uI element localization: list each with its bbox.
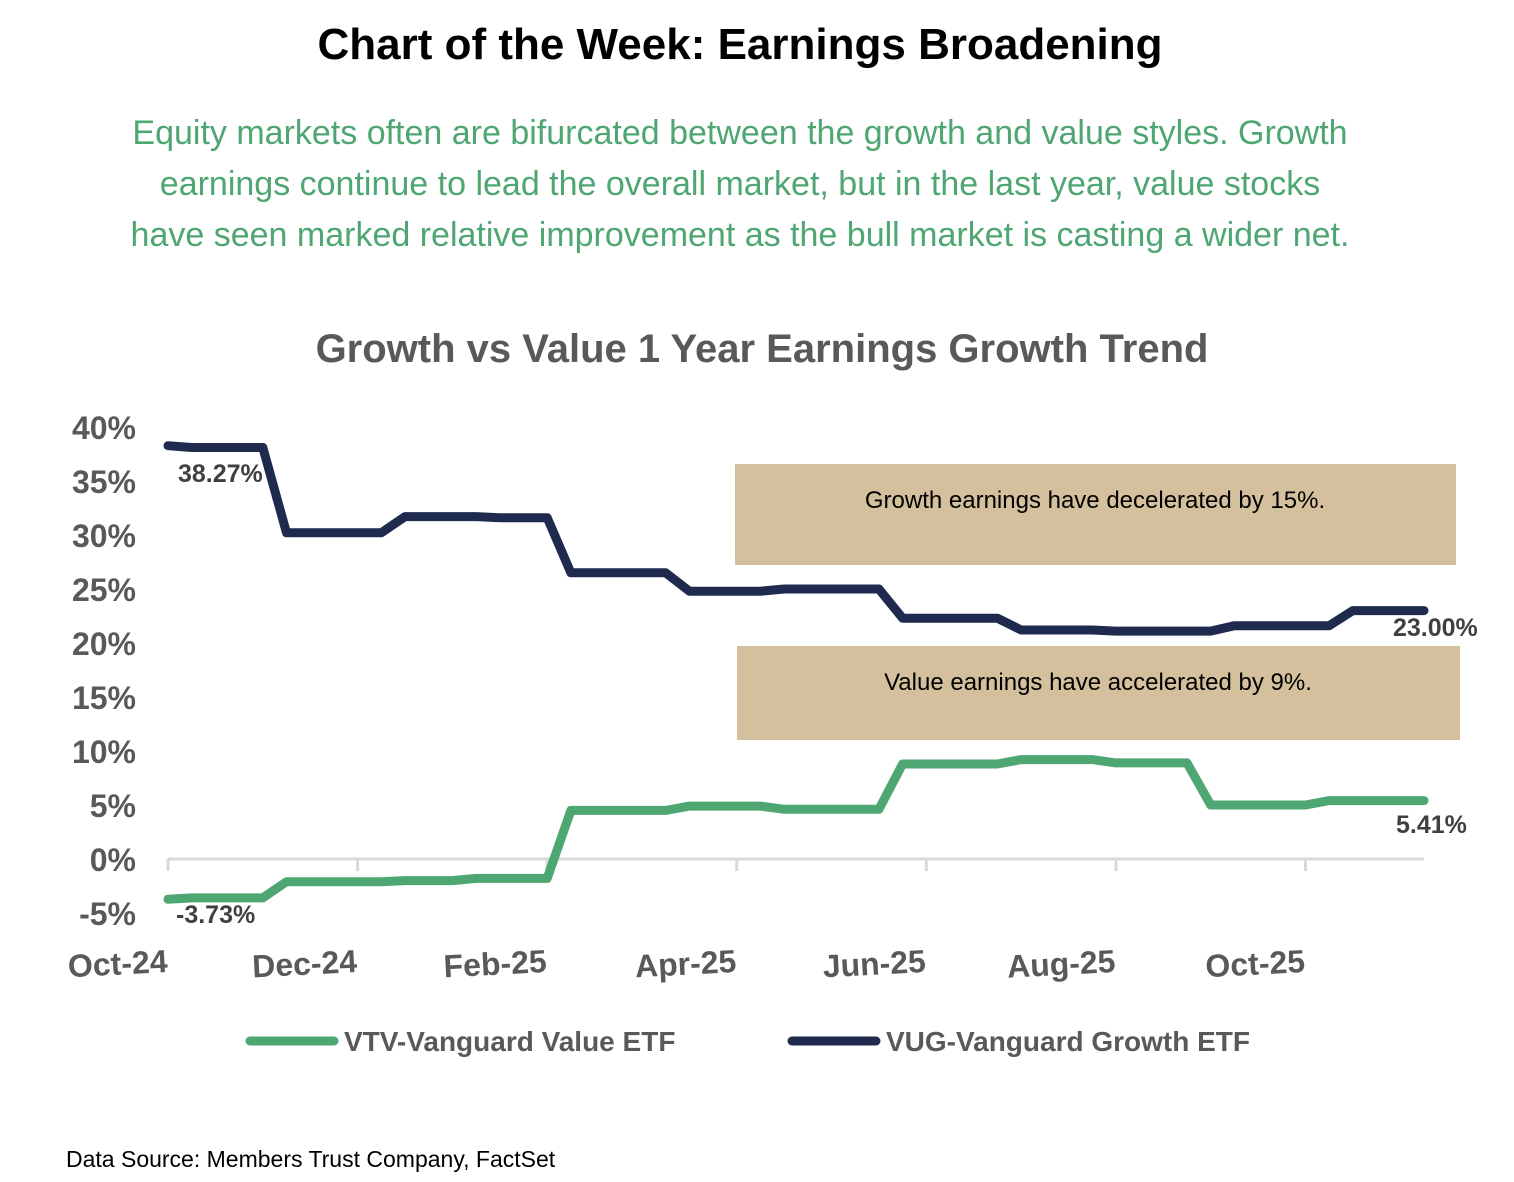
chart-title: Growth vs Value 1 Year Earnings Growth T… bbox=[316, 327, 1209, 371]
y-tick-label: -5% bbox=[79, 896, 136, 932]
y-tick-label: 25% bbox=[72, 572, 136, 608]
x-tick-label: Jun-25 bbox=[822, 943, 927, 984]
x-tick-label: Oct-24 bbox=[67, 943, 169, 984]
annotation-value-box bbox=[737, 646, 1460, 740]
y-tick-label: 35% bbox=[72, 464, 136, 500]
growth-start-label: 38.27% bbox=[178, 460, 263, 488]
y-tick-label: 5% bbox=[90, 788, 136, 824]
y-tick-label: 15% bbox=[72, 680, 136, 716]
legend: VTV-Vanguard Value ETF VUG-Vanguard Grow… bbox=[245, 1026, 1250, 1057]
legend-label-value: VTV-Vanguard Value ETF bbox=[344, 1026, 675, 1057]
page-subtitle: Equity markets often are bifurcated betw… bbox=[20, 108, 1460, 261]
series-line-value bbox=[163, 755, 1429, 904]
y-tick-label: 0% bbox=[90, 842, 136, 878]
series-layer bbox=[163, 441, 1429, 904]
x-tick-label: Feb-25 bbox=[443, 943, 548, 984]
series-line-growth bbox=[163, 441, 1429, 636]
subtitle-line-1: Equity markets often are bifurcated betw… bbox=[132, 114, 1348, 152]
legend-label-growth: VUG-Vanguard Growth ETF bbox=[886, 1026, 1250, 1057]
y-axis: 40% 35% 30% 25% 20% 15% 10% 5% 0% -5% bbox=[72, 410, 136, 932]
growth-end-label: 23.00% bbox=[1393, 614, 1478, 642]
x-tick-label: Apr-25 bbox=[634, 943, 737, 984]
x-tick-label: Aug-25 bbox=[1006, 943, 1116, 985]
annotation-value: Value earnings have accelerated by 9%. bbox=[737, 646, 1460, 740]
y-tick-label: 10% bbox=[72, 734, 136, 770]
y-tick-label: 30% bbox=[72, 518, 136, 554]
subtitle-line-3: have seen marked relative improvement as… bbox=[130, 216, 1350, 254]
x-tick-label: Dec-24 bbox=[251, 943, 358, 984]
y-tick-label: 40% bbox=[72, 410, 136, 446]
x-tick-label: Oct-25 bbox=[1205, 943, 1306, 984]
y-tick-label: 20% bbox=[72, 626, 136, 662]
annotation-growth-box bbox=[735, 464, 1456, 565]
data-source-note: Data Source: Members Trust Company, Fact… bbox=[66, 1146, 556, 1172]
subtitle-line-2: earnings continue to lead the overall ma… bbox=[159, 165, 1321, 203]
x-axis: Oct-24 Dec-24 Feb-25 Apr-25 Jun-25 Aug-25 Oct-… bbox=[67, 857, 1424, 985]
annotation-growth: Growth earnings have decelerated by 15%. bbox=[735, 464, 1456, 565]
value-start-label: -3.73% bbox=[176, 901, 255, 929]
annotation-growth-text: Growth earnings have decelerated by 15%. bbox=[865, 487, 1325, 514]
annotation-value-text: Value earnings have accelerated by 9%. bbox=[884, 669, 1312, 696]
value-end-label: 5.41% bbox=[1396, 811, 1467, 839]
page-title: Chart of the Week: Earnings Broadening bbox=[317, 20, 1163, 69]
